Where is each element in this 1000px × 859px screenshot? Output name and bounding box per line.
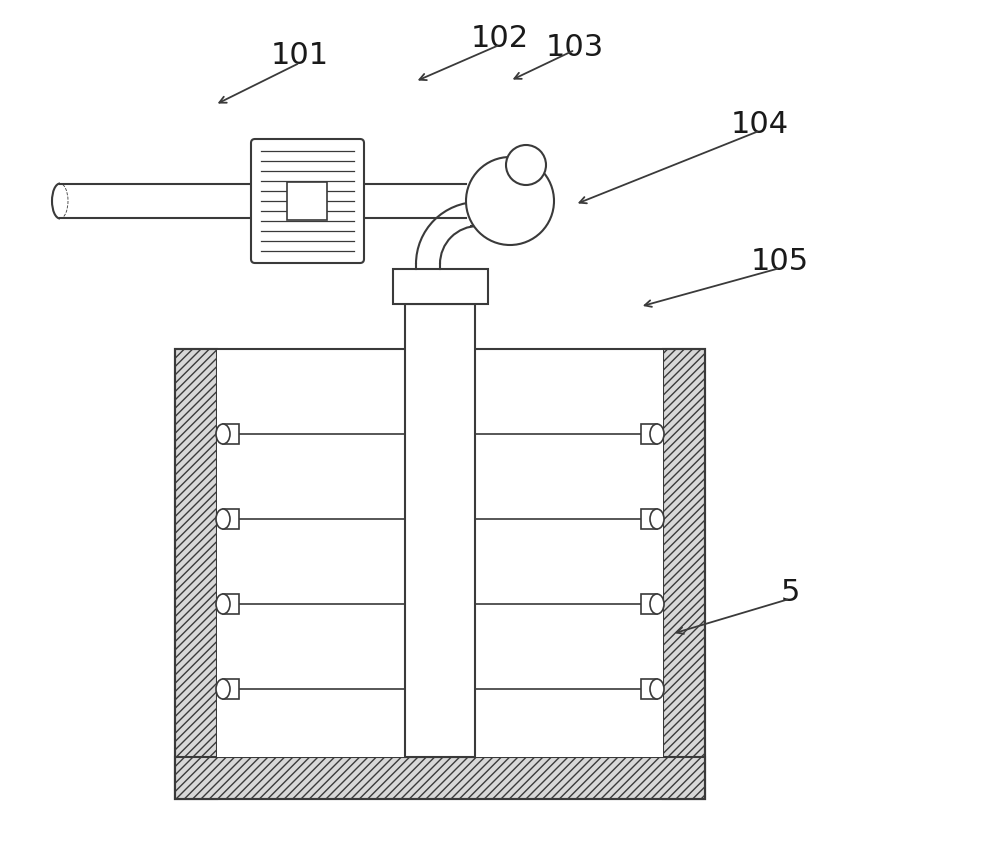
Bar — [175, 349, 217, 799]
Bar — [663, 349, 705, 799]
Ellipse shape — [216, 594, 230, 614]
Bar — [217, 349, 663, 757]
Ellipse shape — [650, 594, 664, 614]
Circle shape — [466, 157, 554, 245]
Text: 104: 104 — [731, 110, 789, 139]
Ellipse shape — [650, 424, 664, 444]
FancyBboxPatch shape — [251, 139, 364, 263]
Ellipse shape — [216, 679, 230, 699]
Ellipse shape — [650, 509, 664, 529]
Text: 102: 102 — [471, 24, 529, 53]
Ellipse shape — [216, 424, 230, 444]
Text: 5: 5 — [780, 578, 800, 607]
Bar — [641, 509, 657, 529]
Bar — [393, 269, 488, 304]
Text: 103: 103 — [546, 33, 604, 62]
Bar — [175, 349, 705, 799]
Bar — [223, 594, 239, 614]
Bar — [405, 304, 475, 757]
Text: 105: 105 — [751, 247, 809, 277]
Bar — [223, 424, 239, 444]
Circle shape — [506, 145, 546, 185]
Ellipse shape — [650, 679, 664, 699]
Bar — [175, 757, 705, 799]
Ellipse shape — [216, 509, 230, 529]
Bar — [223, 509, 239, 529]
Bar — [641, 594, 657, 614]
Bar — [641, 424, 657, 444]
Bar — [287, 182, 327, 220]
Text: 101: 101 — [271, 41, 329, 70]
Bar — [223, 679, 239, 699]
Bar — [641, 679, 657, 699]
